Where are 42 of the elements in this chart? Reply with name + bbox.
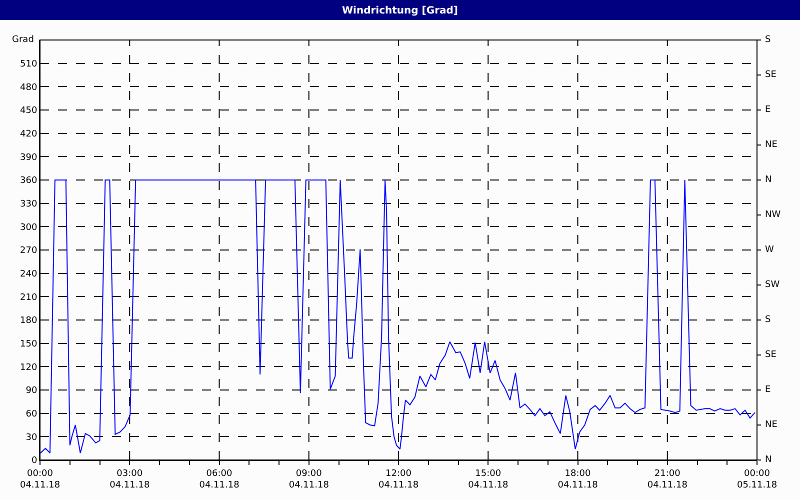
x-tick-label: 12:00 04.11.18: [378, 468, 419, 490]
y-tick-label: 240: [20, 269, 38, 280]
y-tick-label: 90: [26, 386, 38, 396]
y-tick-label: 30: [26, 432, 38, 443]
text: S: [765, 315, 771, 325]
x-tick-label: 00:00 04.11.18: [20, 468, 60, 490]
text: W: [765, 245, 774, 255]
chart-title: Windrichtung [Grad]: [342, 6, 458, 16]
text: E: [765, 105, 771, 115]
y-tick-label: 300: [20, 222, 38, 233]
text: SW: [765, 280, 780, 290]
x-tick-label: 09:00 04.11.18: [288, 468, 330, 490]
y-tick-label: 420: [20, 129, 38, 140]
text: S: [765, 35, 771, 45]
text: SE: [765, 350, 777, 360]
text: E: [765, 385, 771, 395]
y-tick-label: 330: [20, 199, 38, 210]
x-tick-label: 00:00 05.11.18: [736, 468, 778, 490]
y-tick-label: 150: [20, 339, 38, 350]
y-tick-label: 210: [20, 292, 38, 303]
text: NE: [765, 420, 778, 430]
text: N: [765, 455, 772, 465]
y-tick-label: 450: [20, 106, 38, 116]
y-tick-label: 510: [20, 59, 38, 70]
y-tick-label: 360: [20, 176, 38, 186]
text: SE: [765, 70, 777, 80]
y-tick-label: 270: [20, 246, 38, 256]
y-tick-label: 120: [20, 362, 38, 373]
x-tick-label: 03:00 04.11.18: [110, 468, 150, 490]
y-axis-title: Grad: [12, 35, 34, 45]
x-tick-label: 15:00 04.11.18: [468, 468, 508, 490]
text: N: [765, 175, 772, 185]
text: NE: [765, 140, 778, 150]
y-tick-label: 480: [20, 82, 38, 93]
y-tick-label: 60: [26, 409, 38, 420]
x-tick-label: 18:00 04.11.18: [558, 468, 598, 490]
y-tick-label: 390: [20, 152, 38, 163]
x-tick-label: 21:00 04.11.18: [647, 468, 688, 490]
y-tick-label: 180: [20, 316, 38, 326]
y-tick-label: 0: [31, 456, 38, 466]
text: NW: [765, 210, 781, 220]
x-tick-label: 06:00 04.11.18: [199, 468, 240, 490]
